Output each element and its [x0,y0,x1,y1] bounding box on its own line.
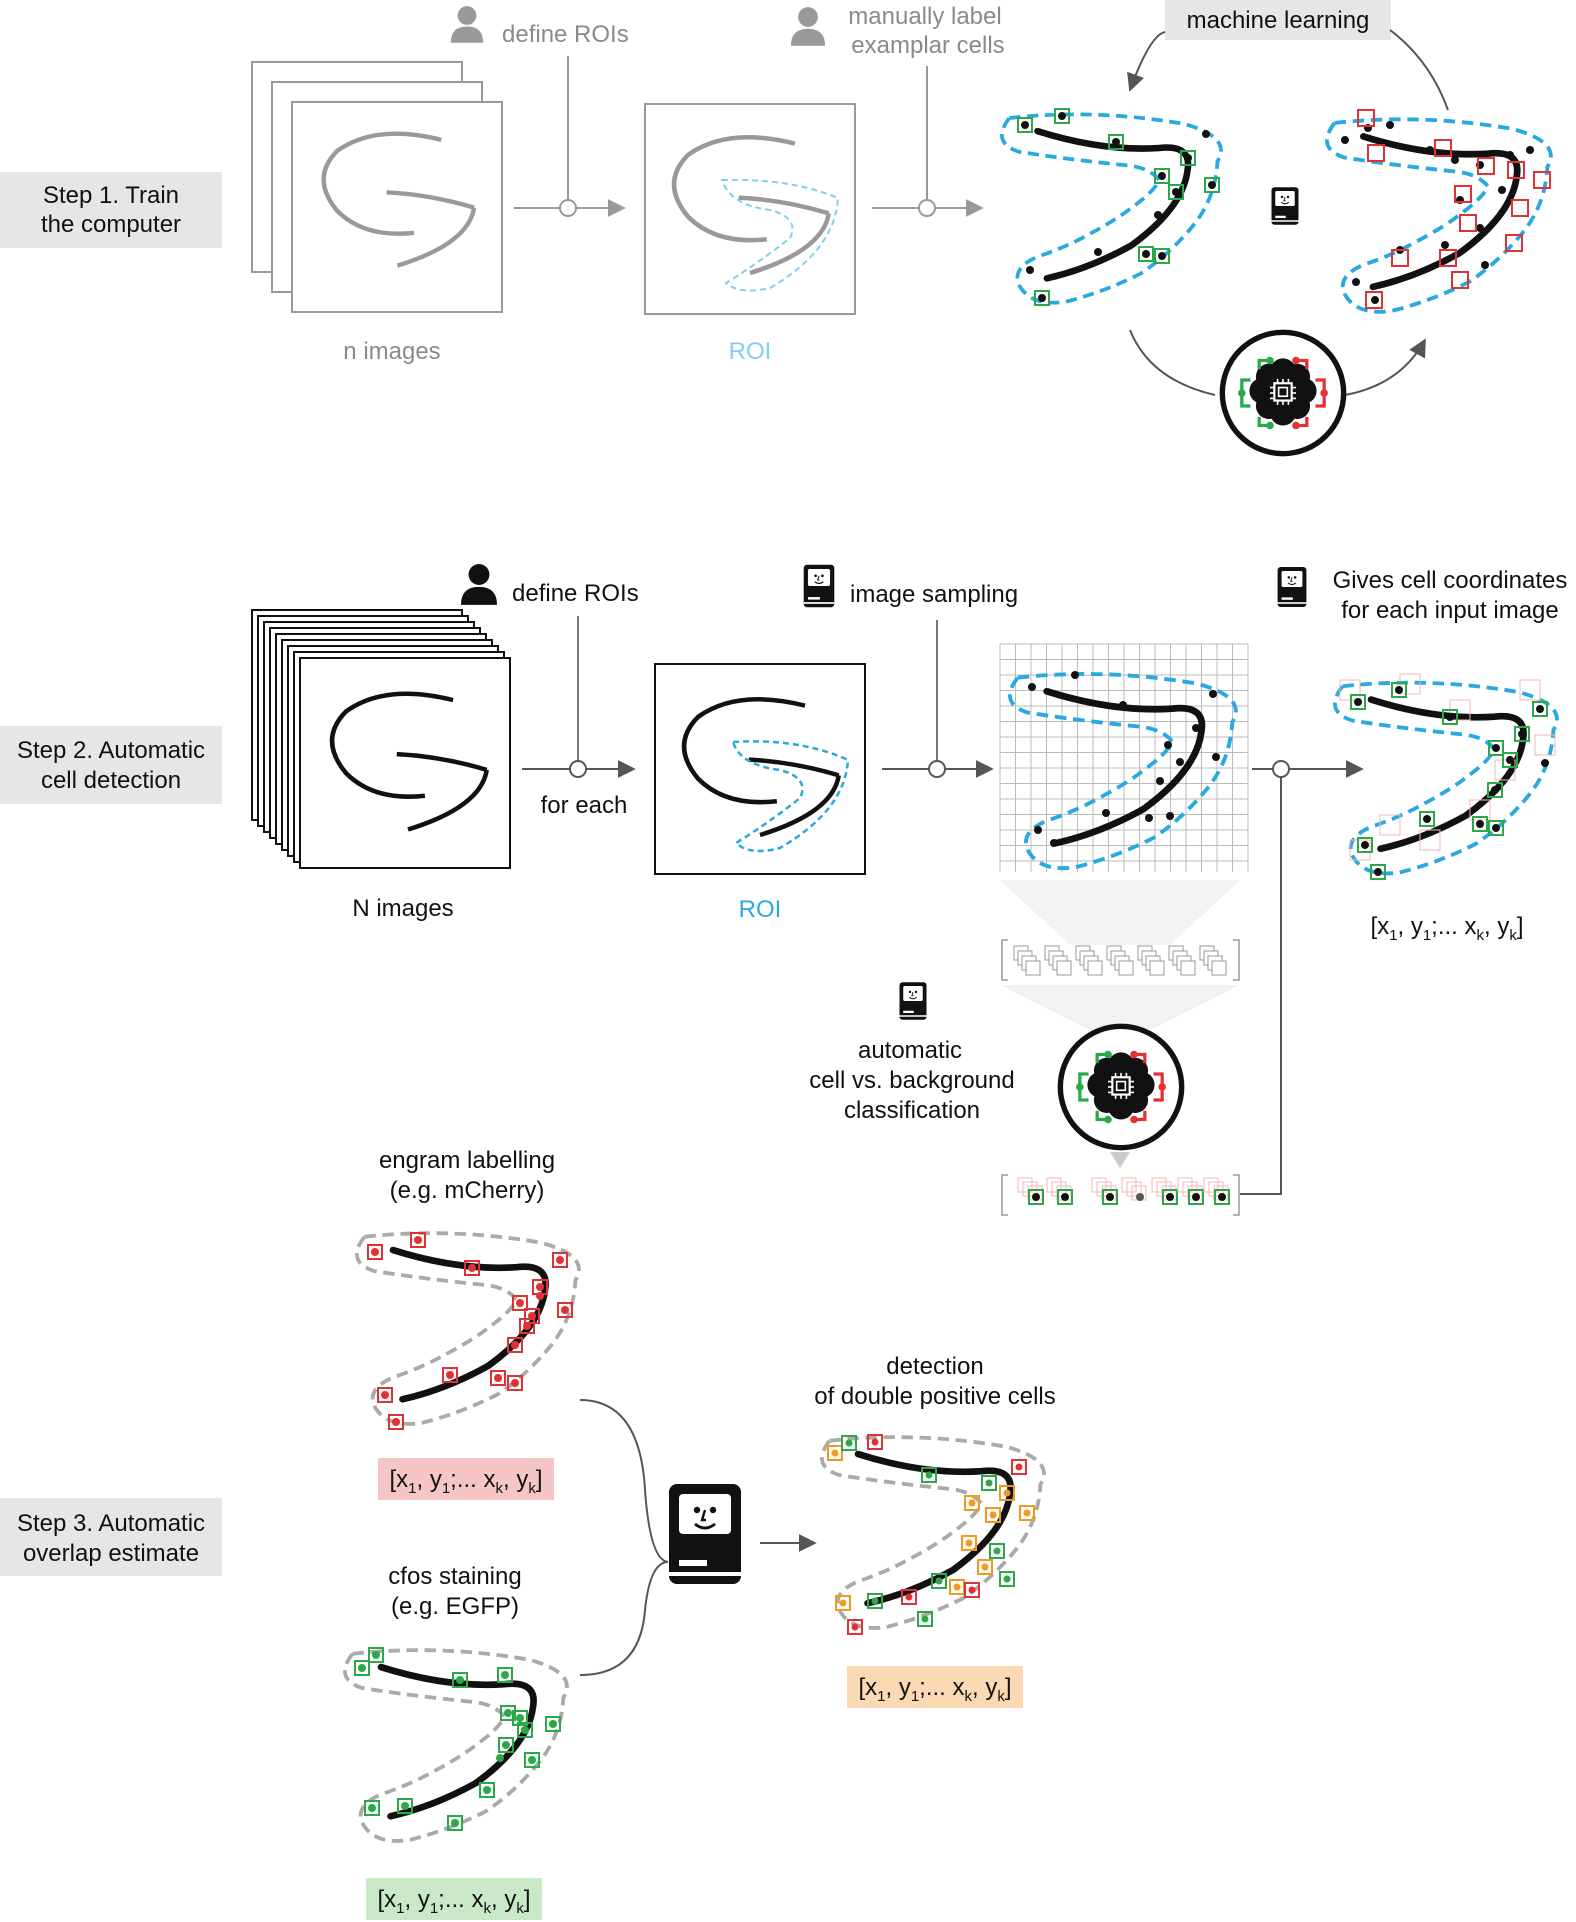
step1-classified-tissue [1327,109,1551,312]
neural-network-icon [1060,1026,1181,1147]
step2-image-sampling-text: image sampling [850,581,1018,608]
step2-gives-line1: Gives cell coordinates [1333,567,1568,594]
computer-icon [803,564,835,608]
classification-line1: automatic [858,1037,962,1064]
step2-image-sampling: image sampling [803,564,1018,762]
step1-image-stack [251,61,503,313]
double-line2: of double positive cells [814,1383,1055,1410]
computer-icon [1270,186,1300,226]
step2-n-images: N images [352,895,453,922]
step2-output-label: Gives cell coordinates for each input im… [1276,566,1568,624]
step1-label-line2: the computer [41,211,181,238]
coords-green-box: [x1, y1;... xk, yk] [366,1878,542,1920]
coords-red-box: [x1, y1;... xk, yk] [378,1458,554,1500]
person-icon [450,6,484,43]
engram-line2: (e.g. mCherry) [390,1177,545,1204]
patch-strip-1 [1001,939,1240,981]
step3-label-line1: Step 3. Automatic [17,1510,205,1537]
step2-image-stack [251,609,511,869]
step1-manual-text-2: examplar cells [851,32,1004,59]
classification-line2: cell vs. background [809,1067,1014,1094]
step2-roi-image [654,663,866,875]
step1-manual-label: manually label examplar cells [790,3,1005,200]
person-icon [460,564,498,605]
engram-tissue [357,1233,579,1430]
computer-icon [1276,566,1308,608]
step1-labelled-tissue [1002,108,1221,305]
cfos-tissue [345,1648,567,1841]
cfos-line1: cfos staining [388,1563,521,1590]
step2-label: Step 2. Automatic cell detection [0,726,222,804]
step3-label: Step 3. Automatic overlap estimate [0,1498,222,1576]
step3-label-line2: overlap estimate [23,1540,199,1567]
step2-define-rois-text: define ROIs [512,580,639,607]
patch-strip-2 [1001,1174,1240,1216]
step1-label: Step 1. Train the computer [0,172,222,248]
step2-for-each: for each [541,792,628,819]
classification-label: automatic cell vs. background classifica… [809,981,1015,1124]
person-icon [790,7,826,46]
sampling-grid [999,643,1249,872]
step1-define-rois: define ROIs [450,6,629,200]
step2-roi-text: ROI [739,896,782,923]
cfos-line2: (e.g. EGFP) [391,1593,519,1620]
machine-learning-text: machine learning [1187,7,1370,34]
cfos-label: cfos staining (e.g. EGFP) [388,1563,521,1620]
step1-manual-text-1: manually label [848,3,1001,30]
neural-network-icon [1222,332,1343,453]
step2-gives-line2: for each input image [1341,597,1558,624]
step1-roi-text: ROI [729,338,772,365]
machine-learning-label: machine learning [1165,0,1391,40]
step1-label-line1: Step 1. Train [43,182,179,209]
engram-label: engram labelling (e.g. mCherry) [379,1147,555,1204]
step1-roi-image [644,103,856,315]
step2-coords: [x1, y1;... xk, yk] [1370,913,1523,944]
step1-n-images: n images [343,338,440,365]
computer-icon [667,1482,743,1586]
step2-output-tissue [1335,673,1557,880]
step2-label-line1: Step 2. Automatic [17,737,205,764]
coords-orange-box: [x1, y1;... xk, yk] [847,1666,1023,1708]
classification-line3: classification [844,1097,980,1124]
step2-label-line2: cell detection [41,767,181,794]
double-positive-label: detection of double positive cells [814,1353,1055,1410]
computer-icon [898,981,928,1021]
coords-orange-text: [x1, y1;... xk, yk] [858,1674,1011,1705]
step1-define-rois-text: define ROIs [502,21,629,48]
double-positive-tissue [822,1435,1044,1635]
double-line1: detection [886,1353,983,1380]
engram-line1: engram labelling [379,1147,555,1174]
step2-define-rois: define ROIs [460,564,639,762]
